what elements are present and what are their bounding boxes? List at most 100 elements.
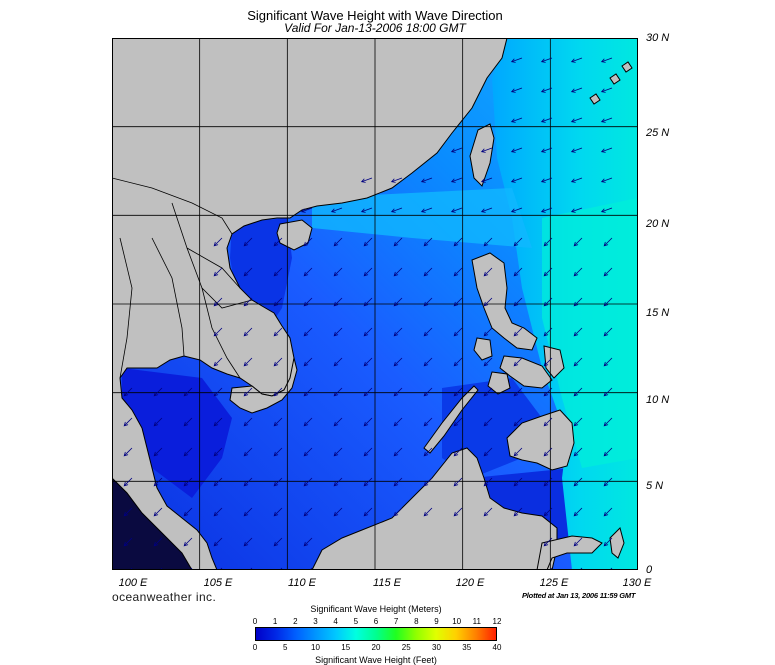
wave-arrow — [123, 447, 133, 457]
wave-arrow — [600, 207, 613, 213]
lon-label-125e: 125 E — [539, 577, 569, 589]
lat-label-20n: 20 N — [646, 218, 670, 230]
wave-arrow — [483, 387, 493, 397]
wave-arrow — [603, 387, 613, 397]
wave-arrow — [450, 207, 463, 213]
map-title: Significant Wave Height with Wave Direct… — [247, 8, 503, 23]
wave-arrow — [303, 237, 313, 247]
wave-arrow — [213, 327, 223, 337]
ryukyu-islands — [589, 61, 633, 105]
wave-arrow — [600, 117, 613, 123]
wave-arrow — [213, 267, 223, 277]
wave-arrow — [363, 387, 373, 397]
wave-arrow — [243, 357, 253, 367]
wave-arrow — [600, 177, 613, 183]
wave-arrow — [123, 417, 133, 427]
wave-arrow — [603, 267, 613, 277]
wave-arrow — [390, 177, 403, 183]
wave-arrow — [573, 327, 583, 337]
wave-arrow — [420, 177, 433, 183]
wave-arrow — [330, 207, 343, 213]
wave-arrow — [153, 537, 163, 547]
colorbar-tick-feet: 25 — [401, 643, 411, 652]
wave-arrow — [243, 477, 253, 487]
wave-arrow — [243, 417, 253, 427]
sulawesi-north — [536, 535, 603, 570]
wave-arrow — [153, 417, 163, 427]
wave-arrow — [513, 417, 523, 427]
wave-arrow — [450, 147, 463, 153]
wave-arrow — [570, 207, 583, 213]
colorbar-tick-feet: 20 — [371, 643, 381, 652]
lon-label-110e: 110 E — [288, 577, 316, 589]
luzon-island — [471, 252, 538, 351]
panay-island — [487, 371, 511, 395]
wave-arrow — [570, 177, 583, 183]
wave-arrow — [183, 417, 193, 427]
wave-arrow — [243, 537, 253, 547]
wave-arrow — [603, 357, 613, 367]
colorbar-tick-meters: 9 — [434, 617, 439, 626]
wave-arrow — [513, 357, 523, 367]
wave-arrow — [303, 447, 313, 457]
colorbar-label-feet: Significant Wave Height (Feet) — [315, 655, 437, 665]
wave-arrow — [510, 207, 523, 213]
wave-arrow — [213, 357, 223, 367]
wave-arrow — [453, 297, 463, 307]
map-canvas — [112, 38, 638, 570]
wave-arrow — [453, 237, 463, 247]
wave-arrow — [243, 447, 253, 457]
wave-arrow — [183, 537, 193, 547]
wave-arrow — [600, 57, 613, 63]
wave-arrow — [600, 147, 613, 153]
wave-arrow — [183, 387, 193, 397]
colorbar-tick-meters: 5 — [353, 617, 359, 626]
wave-arrow — [483, 417, 493, 427]
wave-arrow — [303, 417, 313, 427]
wave-arrow — [603, 507, 613, 517]
wave-arrow — [213, 537, 223, 547]
wave-arrow — [513, 507, 523, 517]
wave-arrow — [243, 297, 253, 307]
colorbar-tick-feet: 0 — [252, 643, 258, 652]
wave-arrow — [333, 447, 343, 457]
wave-arrow — [513, 327, 523, 337]
wave-arrow — [423, 297, 433, 307]
map-frame — [112, 38, 638, 570]
graticule — [112, 38, 638, 570]
colorbar-ticks-feet: 0 5 10 15 20 25 30 35 40 — [252, 643, 502, 653]
colorbar-tick-meters: 0 — [252, 617, 258, 626]
wave-direction-arrows — [123, 57, 613, 570]
colorbar-tick-meters: 6 — [373, 617, 379, 626]
wave-arrow — [423, 477, 433, 487]
wave-arrow — [153, 477, 163, 487]
wave-arrow — [540, 207, 553, 213]
wave-arrow — [573, 477, 583, 487]
wave-arrow — [423, 387, 433, 397]
wave-arrow — [153, 387, 163, 397]
wave-arrow — [543, 417, 553, 427]
wave-arrow — [363, 477, 373, 487]
lat-label-15n: 15 N — [646, 307, 670, 319]
wave-arrow — [423, 447, 433, 457]
wave-arrow — [573, 507, 583, 517]
wave-arrow — [213, 237, 223, 247]
lon-label-100e: 100 E — [118, 577, 148, 589]
wave-arrow — [123, 537, 133, 547]
colorbar-tick-feet: 35 — [462, 643, 472, 652]
wave-arrow — [303, 357, 313, 367]
wave-arrow — [393, 477, 403, 487]
wave-arrow — [333, 267, 343, 277]
wave-arrow — [510, 57, 523, 63]
wave-arrow — [543, 447, 553, 457]
wave-arrow — [123, 507, 133, 517]
colorbar-tick-meters: 1 — [272, 617, 278, 626]
wave-arrow — [273, 477, 283, 487]
wave-arrow — [513, 297, 523, 307]
wave-arrow — [153, 447, 163, 457]
colorbar-tick-meters: 7 — [393, 617, 399, 626]
wave-arrow — [363, 357, 373, 367]
wave-arrow — [573, 357, 583, 367]
hainan-island — [276, 219, 313, 251]
pacific-cyan-core — [542, 198, 638, 468]
